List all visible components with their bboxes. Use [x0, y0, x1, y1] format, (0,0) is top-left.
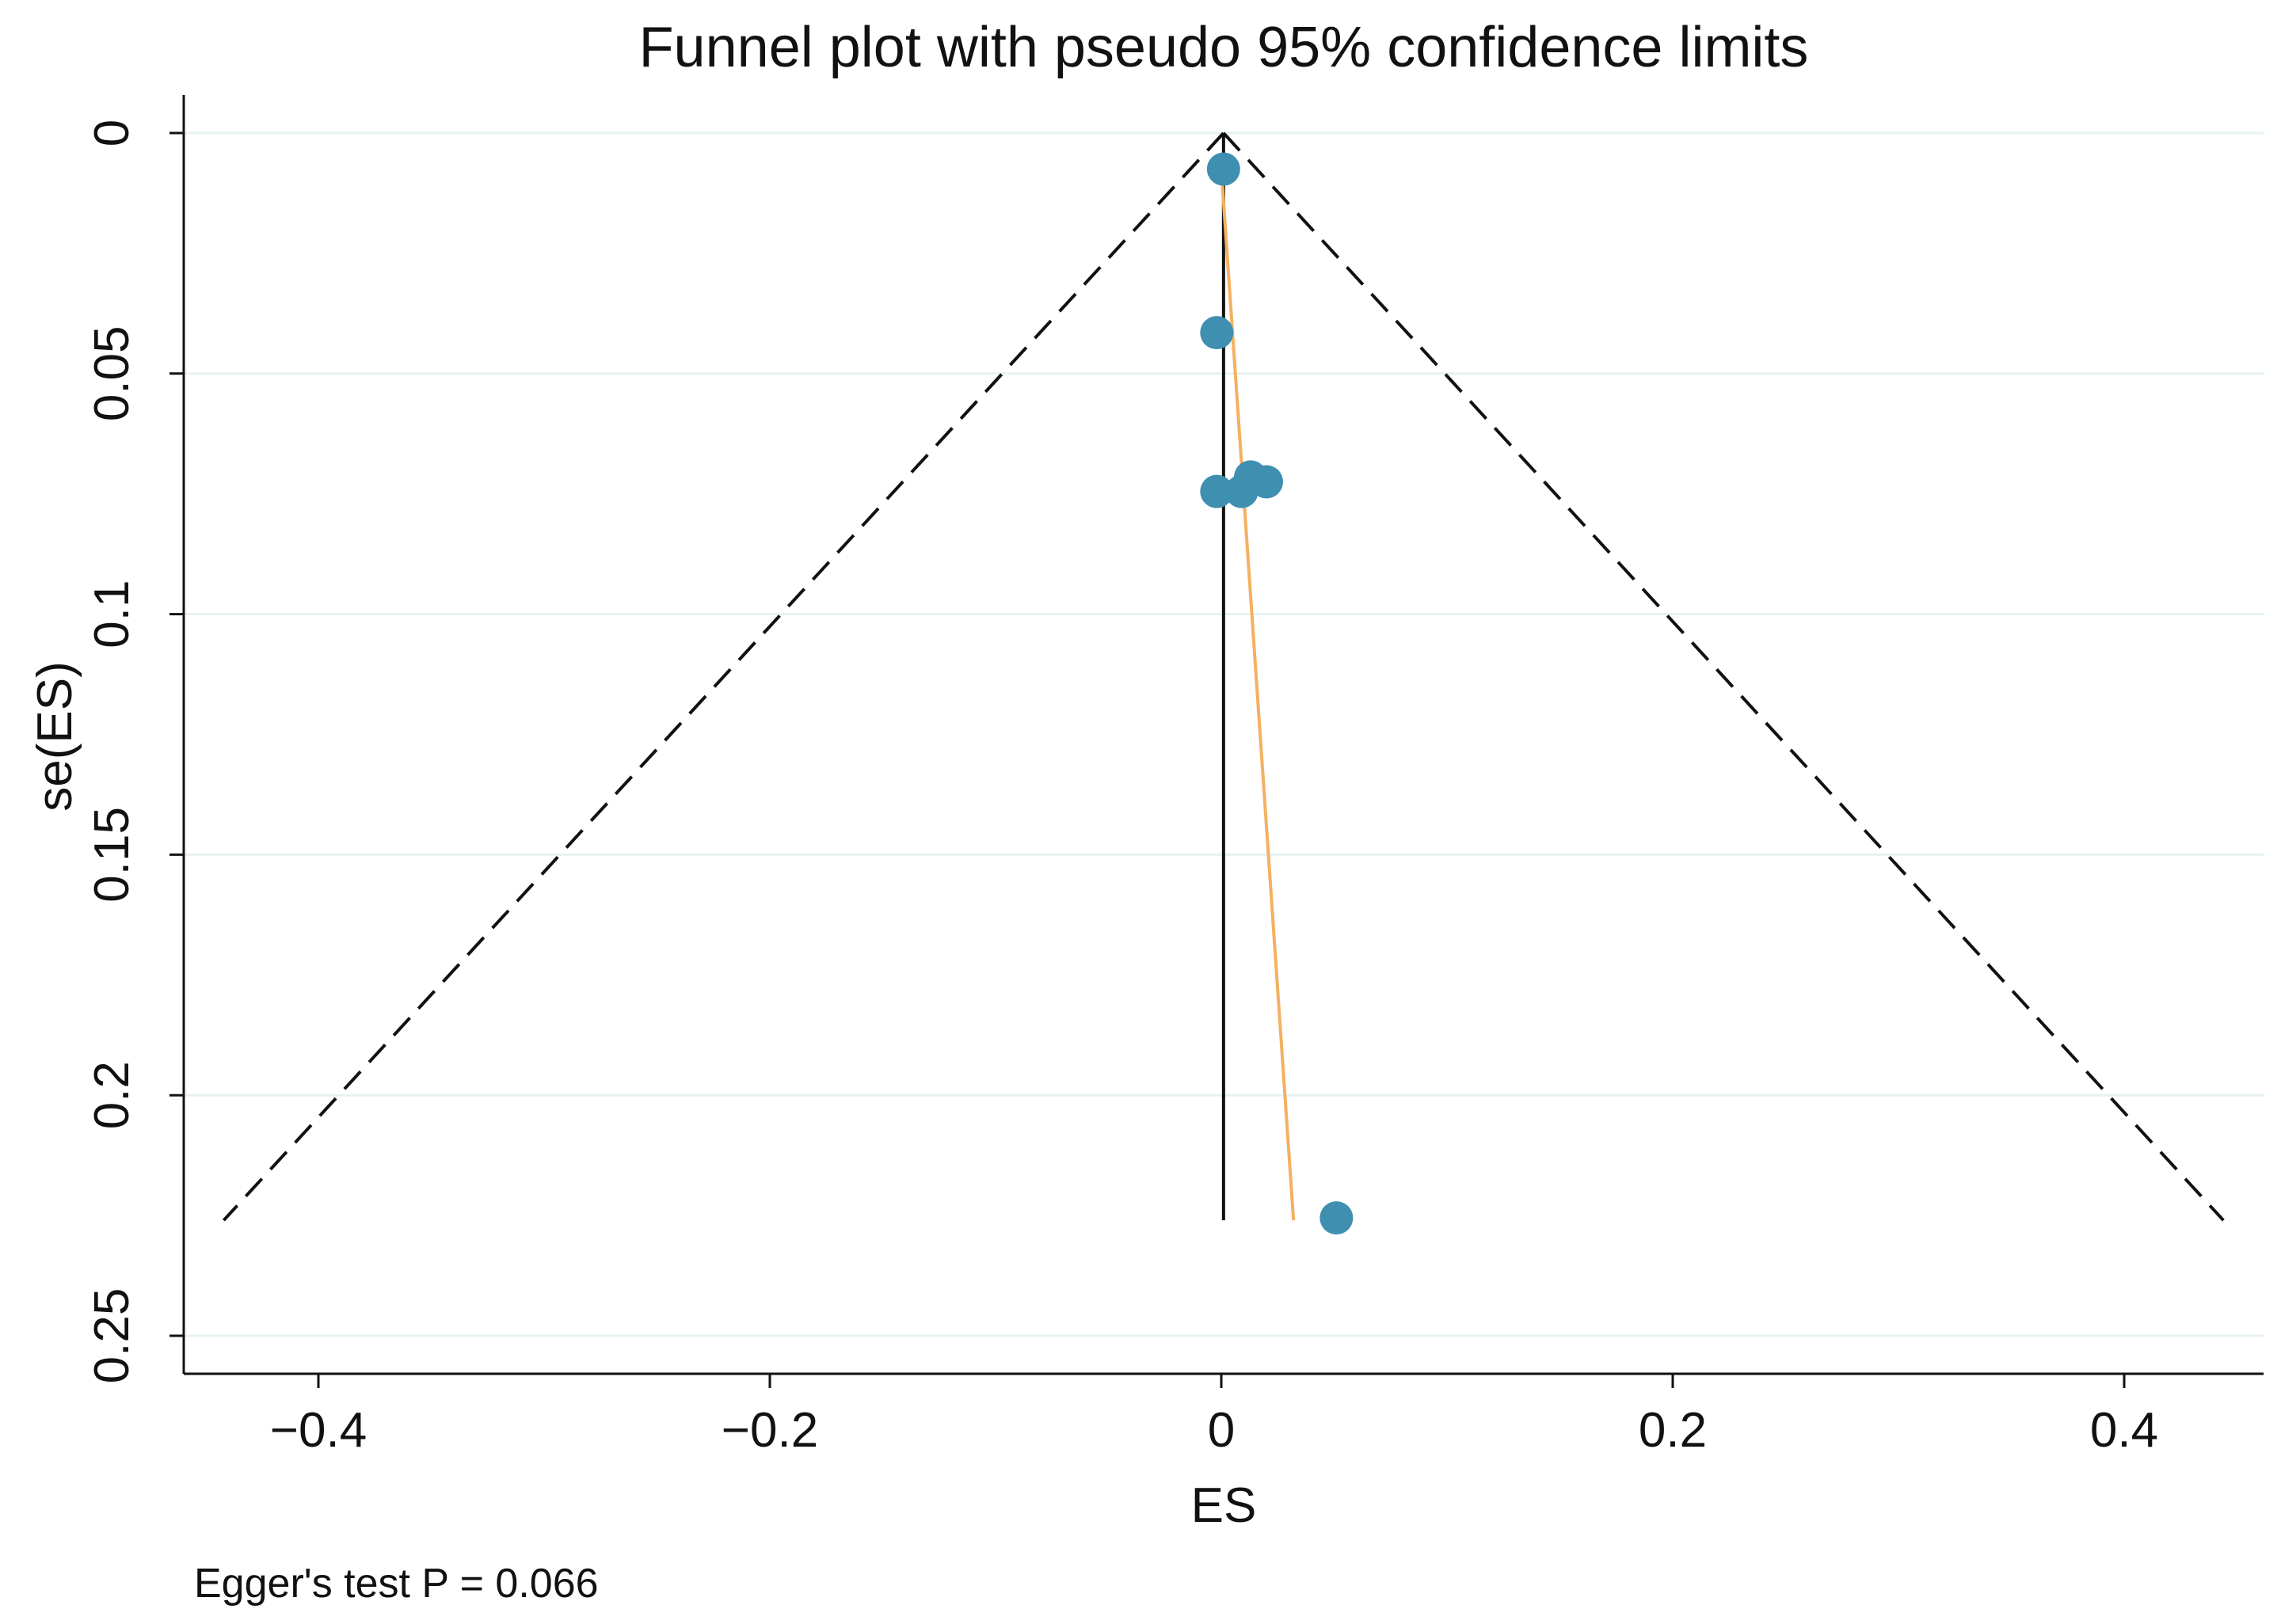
- x-tick-label: 0.4: [2090, 1403, 2158, 1458]
- y-axis-label: se(ES): [28, 661, 82, 811]
- reference-lines: [1220, 133, 1296, 1221]
- study-point: [1200, 316, 1234, 350]
- study-point: [1200, 474, 1234, 508]
- y-tick-label: 0.25: [85, 1288, 139, 1384]
- data-points: [1200, 152, 1354, 1235]
- y-tick-label: 0.15: [85, 807, 139, 903]
- egger-regression-line: [1220, 169, 1296, 1221]
- study-point: [1250, 465, 1283, 499]
- egger-test-annotation: Egger's test P = 0.066: [194, 1561, 599, 1607]
- x-tick-label: −0.2: [722, 1403, 818, 1458]
- funnel-limits: [222, 131, 2225, 1222]
- x-tick-label: −0.4: [270, 1403, 367, 1458]
- y-tick-label: 0: [85, 120, 139, 146]
- axis-ticks: −0.4 −0.2 0 0.2 0.4 0 0.05 0.1 0.15 0.2 0.25: [85, 120, 2158, 1458]
- y-tick-label: 0.1: [85, 580, 139, 648]
- chart-title: Funnel plot with pseudo 95% confidence l…: [639, 16, 1809, 79]
- y-tick-label: 0.2: [85, 1061, 139, 1129]
- x-tick-label: 0.2: [1639, 1403, 1707, 1458]
- funnel-limit-upper: [1222, 131, 2225, 1222]
- y-tick-label: 0.05: [85, 325, 139, 421]
- x-tick-label: 0: [1208, 1403, 1235, 1458]
- study-point: [1319, 1201, 1354, 1235]
- x-axis-label: ES: [1191, 1478, 1257, 1533]
- funnel-limit-lower: [222, 131, 1225, 1222]
- study-point: [1206, 152, 1240, 186]
